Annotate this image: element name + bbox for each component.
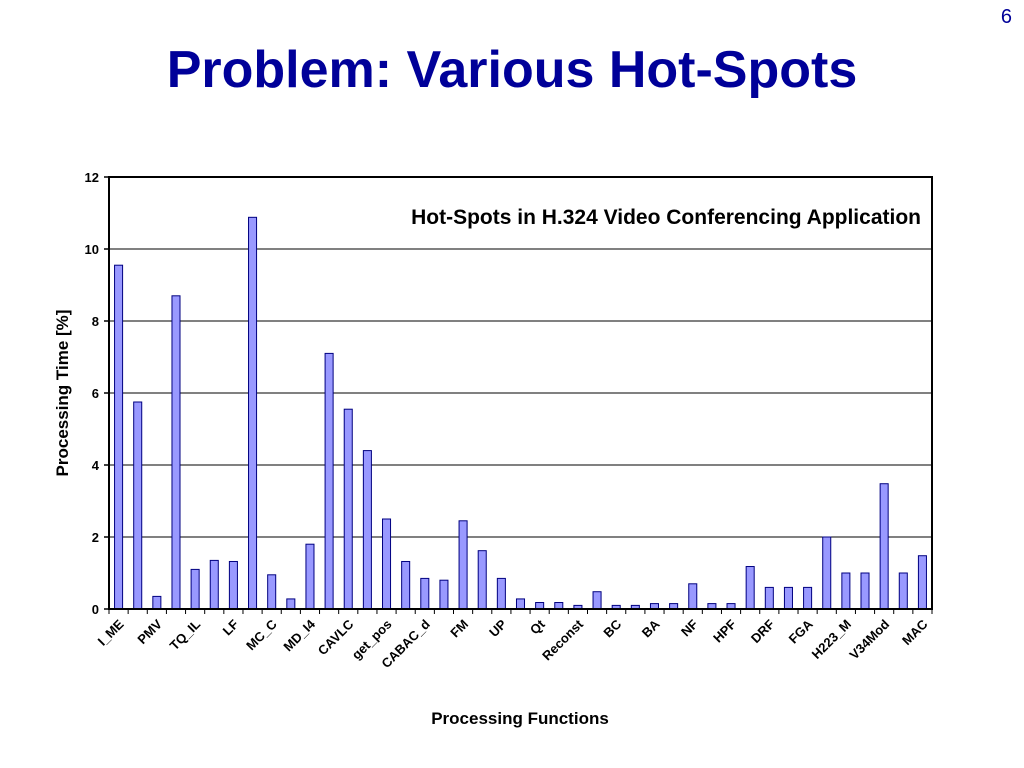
bar [228, 560, 238, 610]
bar [688, 583, 698, 610]
x-tick-label: LF [220, 616, 242, 638]
bar [764, 586, 774, 610]
bars [114, 216, 927, 610]
bar [248, 216, 258, 610]
bar [803, 586, 813, 610]
x-tick-label: FGA [786, 616, 816, 646]
bar [171, 295, 181, 610]
chart-title: Hot-Spots in H.324 Video Conferencing Ap… [411, 206, 921, 229]
bar [152, 595, 162, 610]
y-tick-label: 8 [92, 314, 99, 329]
x-axis-title: Processing Functions [431, 709, 609, 728]
bar [917, 555, 927, 610]
bar [382, 518, 392, 610]
bar [841, 572, 851, 610]
bar [209, 559, 219, 610]
x-tick-label: V34Mod [846, 616, 892, 662]
x-tick-label: UP [486, 616, 510, 640]
x-tick-label: FM [447, 617, 471, 641]
x-tick-label: NF [678, 616, 701, 639]
bar [133, 401, 143, 610]
y-tick-label: 4 [92, 458, 100, 473]
x-tick-label: BA [639, 616, 663, 640]
bar [401, 560, 411, 610]
bar [496, 577, 506, 610]
bar [420, 577, 430, 610]
bar [114, 264, 124, 610]
y-tick-label: 12 [85, 170, 99, 185]
x-tick-label: DRF [748, 616, 778, 646]
bar [439, 579, 449, 610]
slide-number: 6 [1000, 6, 1012, 28]
bar [898, 572, 908, 610]
x-tick-label: TQ_IL [167, 616, 204, 653]
bar [324, 352, 334, 610]
slide-title: Problem: Various Hot-Spots [166, 41, 858, 99]
x-tick-label: Reconst [539, 616, 586, 663]
x-tick-label: MC_C [243, 616, 280, 653]
bar [822, 536, 832, 610]
bar [286, 598, 296, 610]
x-tick-label: MAC [899, 616, 931, 648]
bar [267, 574, 277, 610]
x-tick-label: MD_I4 [280, 616, 318, 654]
x-tick-label: HPF [710, 616, 739, 645]
x-tick-label: PMV [134, 616, 165, 647]
bar [879, 483, 889, 610]
bar [343, 408, 353, 610]
bar [860, 572, 870, 610]
x-tick-label: I_ME [95, 616, 127, 648]
bar [305, 543, 315, 610]
x-tick-label: BC [600, 616, 624, 640]
y-tick-label: 2 [92, 530, 99, 545]
grid-lines [109, 248, 932, 538]
bar [783, 586, 793, 610]
bar [362, 450, 372, 610]
bar [477, 550, 487, 610]
y-tick-label: 6 [92, 386, 99, 401]
bar [515, 598, 526, 610]
bar [190, 568, 200, 610]
y-tick-label: 10 [85, 242, 99, 257]
bar [458, 520, 468, 610]
bar [592, 591, 602, 610]
x-tick-label: Qt [527, 616, 548, 637]
bar [745, 566, 755, 610]
x-tick-label: H223_M [809, 617, 854, 662]
y-tick-label: 0 [92, 602, 99, 617]
y-axis-title: Processing Time [%] [53, 310, 72, 477]
